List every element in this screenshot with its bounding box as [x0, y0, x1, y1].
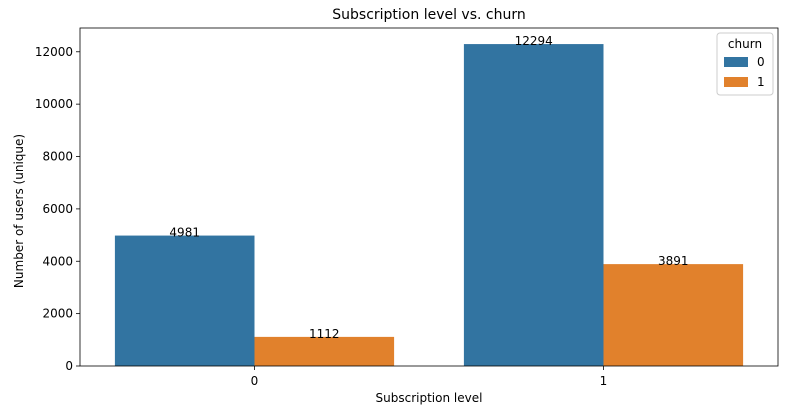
- x-tick-label: 1: [600, 374, 608, 388]
- bar-series-0-category-0: [114, 235, 255, 366]
- bar-value-label: 4981: [169, 226, 200, 240]
- plot-frame: [79, 27, 779, 367]
- bar-value-label: 1112: [309, 327, 340, 341]
- chart-title: Subscription level vs. churn: [332, 7, 525, 23]
- legend: churn 0 1: [716, 32, 774, 96]
- x-axis-label: Subscription level: [376, 391, 483, 405]
- y-tick-label: 8000: [42, 150, 73, 164]
- legend-swatch-0: [724, 57, 748, 67]
- legend-title: churn: [728, 37, 762, 51]
- bar-series-1-category-1: [603, 264, 744, 366]
- y-axis-label: Number of users (unique): [12, 134, 26, 288]
- legend-swatch-1: [724, 77, 748, 87]
- y-tick-label: 6000: [42, 202, 73, 216]
- x-tick-label: 0: [251, 374, 259, 388]
- plot-area: 4981 12294 1112 3891 0 2000 4000 6000 8000 10000 1…: [35, 27, 779, 388]
- y-tick-label: 4000: [42, 254, 73, 268]
- bar-value-label: 3891: [658, 254, 689, 268]
- bar-value-label: 12294: [515, 34, 553, 48]
- legend-label-1: 1: [757, 75, 765, 89]
- legend-label-0: 0: [757, 55, 765, 69]
- y-tick-label: 2000: [42, 307, 73, 321]
- y-tick-label: 12000: [35, 45, 73, 59]
- bar-series-1-category-0: [254, 336, 395, 366]
- y-tick-label: 0: [65, 359, 73, 373]
- y-tick-label: 10000: [35, 97, 73, 111]
- bar-series-0-category-1: [463, 44, 604, 366]
